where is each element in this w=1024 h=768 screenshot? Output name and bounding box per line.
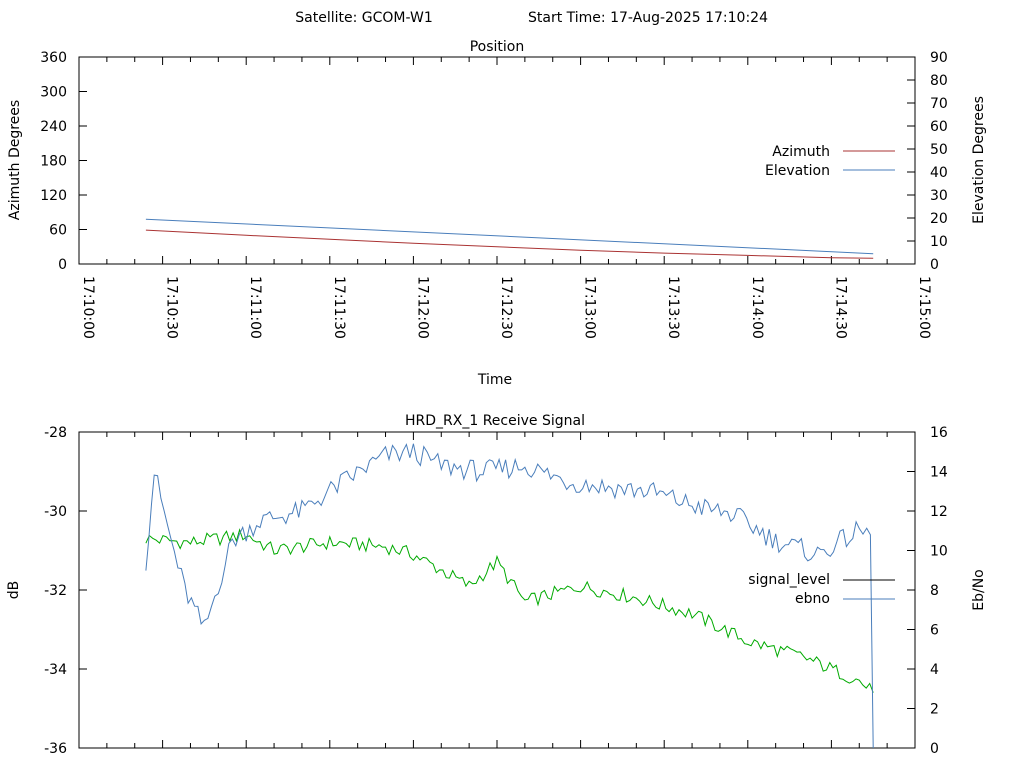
- position-y-axis-label: Azimuth Degrees: [7, 100, 23, 220]
- y2-tick-label: 0: [930, 741, 939, 757]
- y-tick-label: 0: [58, 257, 67, 273]
- y2-tick-label: 16: [930, 425, 948, 441]
- y2-tick-label: 30: [930, 188, 948, 204]
- y2-tick-label: 10: [930, 234, 948, 250]
- legend-label-azimuth: Azimuth: [772, 144, 830, 160]
- receive-signal-chart: HRD_RX_1 Receive Signal -28 -30 -32 -34 -36 0…: [6, 413, 987, 757]
- series-line-signal-level: [145, 528, 874, 693]
- y-tick-label: -32: [44, 583, 67, 599]
- x-tick-label: 17:10:30: [164, 276, 180, 339]
- position-chart-title: Position: [470, 39, 525, 55]
- x-tick-label: 17:10:00: [80, 276, 96, 339]
- y2-tick-label: 20: [930, 211, 948, 227]
- signal-ticks: -28 -30 -32 -34 -36 0 2 4 6 8 10 12 14 16: [44, 425, 948, 757]
- series-line-azimuth: [145, 229, 874, 259]
- position-x-axis-label: Time: [477, 372, 512, 388]
- y2-tick-label: 50: [930, 142, 948, 158]
- x-tick-label: 17:12:00: [414, 276, 430, 339]
- x-tick-label: 17:13:30: [665, 276, 681, 339]
- position-series: [145, 218, 874, 259]
- legend-label-ebno: ebno: [795, 591, 830, 607]
- y2-tick-label: 0: [930, 257, 939, 273]
- x-tick-label: 17:13:00: [582, 276, 598, 339]
- y2-tick-label: 70: [930, 96, 948, 112]
- y2-tick-label: 2: [930, 702, 939, 718]
- y2-tick-label: 12: [930, 504, 948, 520]
- y2-tick-label: 40: [930, 165, 948, 181]
- y2-tick-label: 10: [930, 544, 948, 560]
- signal-y2-axis-label: Eb/No: [971, 569, 987, 611]
- y-tick-label: 240: [40, 119, 67, 135]
- y-tick-label: -34: [44, 662, 67, 678]
- x-tick-label: 17:11:00: [247, 276, 263, 339]
- y2-tick-label: 6: [930, 623, 939, 639]
- position-y2-axis-label: Elevation Degrees: [971, 96, 987, 224]
- signal-series: [145, 443, 874, 749]
- y-tick-label: -28: [44, 425, 67, 441]
- header-start-time: Start Time: 17-Aug-2025 17:10:24: [528, 10, 768, 26]
- y-tick-label: 120: [40, 188, 67, 204]
- y2-tick-label: 80: [930, 73, 948, 89]
- y2-tick-label: 90: [930, 50, 948, 66]
- signal-plot-frame: [78, 431, 916, 749]
- y-tick-label: 360: [40, 50, 67, 66]
- y-tick-label: -36: [44, 741, 67, 757]
- x-tick-label: 17:15:00: [916, 276, 932, 339]
- y2-tick-label: 14: [930, 465, 948, 481]
- y2-tick-label: 4: [930, 662, 939, 678]
- y-tick-label: -30: [44, 504, 67, 520]
- x-tick-label: 17:14:30: [832, 276, 848, 339]
- y2-tick-label: 60: [930, 119, 948, 135]
- x-tick-label: 17:14:00: [749, 276, 765, 339]
- series-line-elevation: [145, 218, 874, 255]
- position-ticks: 17:10:00 17:10:30 17:11:00 17:11:30 17:12:00…: [40, 50, 948, 339]
- signal-legend: signal_level ebno: [748, 572, 895, 607]
- x-tick-label: 17:11:30: [331, 276, 347, 339]
- y-tick-label: 300: [40, 85, 67, 101]
- signal-y-axis-label: dB: [6, 581, 22, 600]
- position-legend: Azimuth Elevation: [765, 144, 895, 179]
- y-tick-label: 60: [49, 223, 67, 239]
- legend-label-elevation: Elevation: [765, 163, 830, 179]
- header-satellite: Satellite: GCOM-W1: [295, 10, 432, 26]
- legend-label-signal-level: signal_level: [748, 572, 830, 588]
- position-chart: Position 17:10:00 17:10:30 17:11:00 17:11:3…: [7, 39, 987, 388]
- y-tick-label: 180: [40, 154, 67, 170]
- y2-tick-label: 8: [930, 583, 939, 599]
- series-line-ebno: [145, 443, 874, 749]
- x-tick-label: 17:12:30: [498, 276, 514, 339]
- signal-chart-title: HRD_RX_1 Receive Signal: [405, 413, 585, 429]
